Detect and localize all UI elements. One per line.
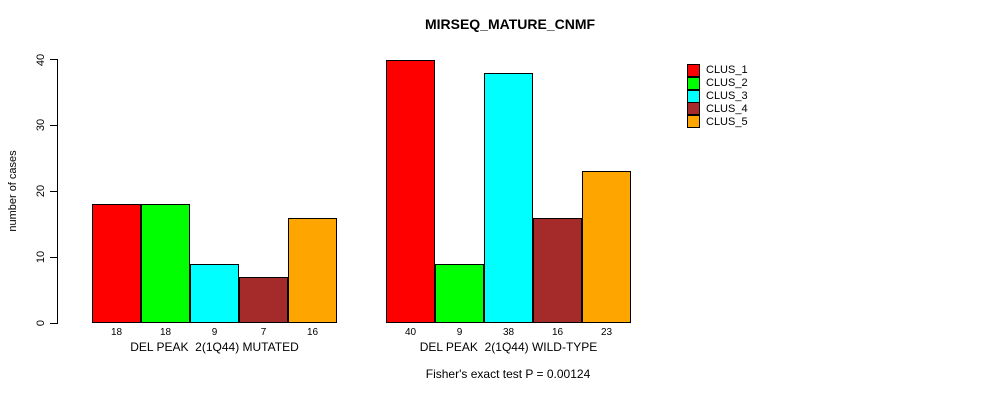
y-axis-tick — [50, 124, 57, 126]
y-axis-line — [57, 59, 58, 324]
bar-value-label: 7 — [260, 327, 267, 338]
bar-CLUS_4 — [533, 217, 582, 323]
bar-value-label: 40 — [404, 327, 417, 338]
y-axis-title: number of cases — [7, 150, 19, 232]
bar-value-label: 16 — [306, 327, 319, 338]
bar-value-label: 9 — [211, 327, 218, 338]
chart-title: MIRSEQ_MATURE_CNMF — [424, 16, 596, 32]
bar-value-label: 38 — [502, 327, 515, 338]
bar-CLUS_3 — [484, 72, 533, 323]
legend: CLUS_1 CLUS_2 CLUS_3 CLUS_4 CLUS_5 — [687, 63, 748, 129]
y-axis-tick — [50, 190, 57, 192]
y-axis-tick — [50, 322, 57, 324]
legend-entry: CLUS_5 — [687, 115, 748, 129]
legend-swatch-icon — [687, 63, 700, 77]
legend-label: CLUS_5 — [706, 115, 748, 128]
y-axis-tick-label: 40 — [35, 53, 47, 66]
legend-entry: CLUS_2 — [687, 76, 748, 90]
legend-swatch-icon — [687, 89, 700, 103]
y-axis-tick-label: 20 — [35, 185, 47, 198]
legend-label: CLUS_4 — [706, 102, 748, 115]
bar-value-label: 9 — [456, 327, 463, 338]
bar-value-label: 16 — [551, 327, 564, 338]
legend-entry: CLUS_4 — [687, 102, 748, 116]
y-axis-tick-label: 30 — [35, 119, 47, 132]
y-axis-tick — [50, 256, 57, 258]
bar-value-label: 23 — [600, 327, 613, 338]
bar-CLUS_3 — [190, 263, 239, 323]
annotation-text: Fisher's exact test P = 0.00124 — [425, 367, 591, 381]
bar-CLUS_5 — [288, 217, 337, 323]
legend-swatch-icon — [687, 102, 700, 116]
bar-value-label: 18 — [159, 327, 172, 338]
legend-swatch-icon — [687, 115, 700, 129]
bar-CLUS_1 — [386, 59, 435, 323]
legend-label: CLUS_2 — [706, 77, 748, 90]
category-label: DEL PEAK 2(1Q44) WILD-TYPE — [419, 340, 598, 354]
category-label: DEL PEAK 2(1Q44) MUTATED — [130, 340, 299, 354]
legend-swatch-icon — [687, 76, 700, 90]
bar-CLUS_2 — [141, 204, 190, 323]
bar-CLUS_4 — [239, 276, 288, 323]
y-axis-tick-label: 0 — [35, 319, 47, 327]
bar-CLUS_1 — [92, 204, 141, 323]
bar-CLUS_5 — [582, 171, 631, 323]
legend-label: CLUS_1 — [706, 64, 748, 77]
legend-entry: CLUS_3 — [687, 89, 748, 103]
bar-value-label: 18 — [110, 327, 123, 338]
legend-label: CLUS_3 — [706, 89, 748, 102]
bar-CLUS_2 — [435, 263, 484, 323]
legend-entry: CLUS_1 — [687, 63, 748, 77]
y-axis-tick-label: 10 — [35, 251, 47, 264]
y-axis-tick — [50, 59, 57, 60]
